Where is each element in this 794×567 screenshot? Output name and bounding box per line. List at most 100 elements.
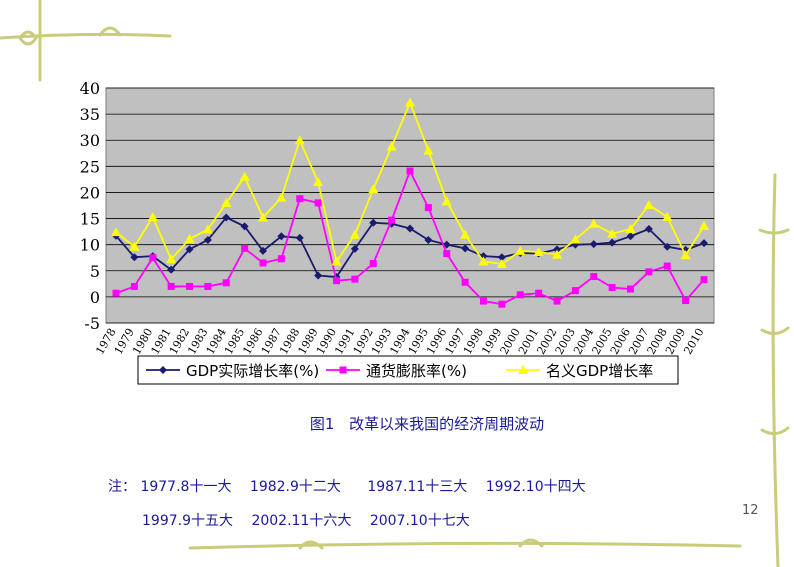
legend-marker bbox=[159, 366, 167, 374]
data-point-2 bbox=[680, 250, 691, 260]
y-tick-label: 35 bbox=[80, 105, 100, 124]
data-point-2 bbox=[129, 241, 140, 251]
data-point-0 bbox=[350, 244, 359, 253]
y-tick-label: 30 bbox=[80, 131, 100, 150]
data-point-2 bbox=[588, 218, 599, 228]
data-point-1 bbox=[351, 275, 359, 283]
data-point-1 bbox=[314, 199, 322, 207]
page-number: 12 bbox=[742, 503, 759, 518]
data-point-1 bbox=[369, 259, 377, 267]
data-point-2 bbox=[643, 199, 654, 209]
data-point-2 bbox=[496, 258, 507, 268]
data-point-1 bbox=[535, 289, 543, 297]
data-point-1 bbox=[663, 262, 671, 270]
data-point-0 bbox=[130, 253, 139, 262]
y-tick-label: 40 bbox=[80, 79, 100, 98]
vine-right-leaf-3 bbox=[760, 426, 790, 435]
data-point-2 bbox=[239, 171, 250, 181]
data-point-1 bbox=[112, 289, 120, 297]
data-point-1 bbox=[461, 278, 469, 286]
data-point-2 bbox=[533, 246, 544, 256]
data-point-0 bbox=[259, 246, 267, 255]
data-point-0 bbox=[167, 265, 176, 274]
data-point-2 bbox=[441, 196, 452, 206]
line-chart: -505101520253035401978197919801981198219… bbox=[80, 79, 715, 385]
data-point-2 bbox=[276, 192, 287, 202]
data-point-1 bbox=[608, 283, 616, 291]
x-tick-label: 2010 bbox=[681, 326, 706, 357]
data-point-0 bbox=[222, 213, 231, 222]
data-point-1 bbox=[516, 291, 524, 299]
data-point-2 bbox=[184, 233, 195, 243]
legend-marker bbox=[518, 365, 528, 374]
data-point-1 bbox=[167, 282, 175, 290]
data-point-2 bbox=[258, 212, 268, 222]
data-point-2 bbox=[368, 184, 379, 194]
note-item: 1977.8十一大 bbox=[140, 479, 232, 495]
note-item: 2002.11十六大 bbox=[251, 513, 352, 529]
note-line-1: 注： 1977.8十一大 1982.9十二大 1987.11十三大 1992.1… bbox=[108, 476, 600, 496]
data-point-2 bbox=[423, 145, 434, 155]
data-point-2 bbox=[552, 249, 562, 259]
data-point-0 bbox=[185, 245, 194, 254]
data-point-1 bbox=[571, 287, 579, 295]
data-point-1 bbox=[645, 268, 653, 276]
data-point-2 bbox=[147, 211, 158, 221]
y-tick-label: 5 bbox=[90, 262, 100, 281]
data-point-0 bbox=[240, 222, 249, 231]
data-point-2 bbox=[386, 141, 397, 151]
data-point-1 bbox=[627, 285, 634, 293]
data-point-2 bbox=[662, 211, 673, 221]
data-point-2 bbox=[221, 197, 232, 207]
data-point-2 bbox=[515, 245, 526, 255]
data-point-2 bbox=[478, 256, 489, 266]
note-item: 1992.10十四大 bbox=[485, 479, 586, 495]
data-point-1 bbox=[186, 282, 193, 290]
y-tick-label: 15 bbox=[80, 210, 100, 229]
data-point-2 bbox=[699, 220, 709, 230]
data-point-1 bbox=[406, 167, 414, 175]
data-point-2 bbox=[111, 227, 121, 237]
y-tick-label: -5 bbox=[84, 314, 100, 333]
note-item: 1987.11十三大 bbox=[367, 479, 468, 495]
chart-panel: -5 0 5 10 15 20 25 30 35 40 1978 1979 1980 1981 1982 19… bbox=[64, 78, 731, 388]
legend-box bbox=[137, 355, 679, 385]
vine-right-leaf-2 bbox=[760, 326, 790, 335]
data-point-0 bbox=[424, 235, 433, 244]
figure-label: 图1 bbox=[309, 415, 335, 433]
vine-right-leaf bbox=[758, 228, 790, 235]
vine-right bbox=[771, 173, 780, 567]
data-point-0 bbox=[406, 224, 414, 233]
data-point-1 bbox=[480, 297, 487, 305]
vine-top-leaf-2 bbox=[98, 26, 122, 37]
data-point-1 bbox=[241, 244, 249, 252]
legend-marker bbox=[339, 366, 347, 374]
data-point-0 bbox=[497, 253, 506, 262]
data-point-0 bbox=[626, 232, 635, 241]
note-label: 注： bbox=[108, 479, 136, 495]
data-point-1 bbox=[553, 297, 561, 305]
data-point-2 bbox=[294, 135, 305, 145]
legend-label: GDP实际增长率(%) bbox=[186, 362, 319, 380]
vine-bottom-leaf bbox=[298, 540, 324, 550]
vine-bottom-leaf-2 bbox=[518, 538, 544, 548]
data-point-2 bbox=[570, 234, 581, 244]
data-point-0 bbox=[295, 233, 304, 242]
data-point-1 bbox=[700, 276, 708, 284]
data-point-2 bbox=[625, 224, 636, 233]
data-point-2 bbox=[405, 97, 415, 107]
data-point-0 bbox=[369, 218, 378, 227]
data-point-2 bbox=[202, 224, 213, 234]
data-point-0 bbox=[277, 232, 286, 241]
legend-label: 名义GDP增长率 bbox=[546, 362, 653, 380]
data-point-2 bbox=[349, 229, 360, 239]
note-line-2: 1997.9十五大 2002.11十六大 2007.10十七大 bbox=[142, 510, 484, 530]
data-point-2 bbox=[313, 177, 324, 186]
data-point-2 bbox=[166, 254, 177, 264]
data-point-0 bbox=[589, 240, 598, 249]
data-point-2 bbox=[331, 256, 342, 266]
data-point-1 bbox=[424, 204, 432, 212]
data-point-0 bbox=[203, 235, 212, 244]
data-point-1 bbox=[590, 273, 598, 281]
